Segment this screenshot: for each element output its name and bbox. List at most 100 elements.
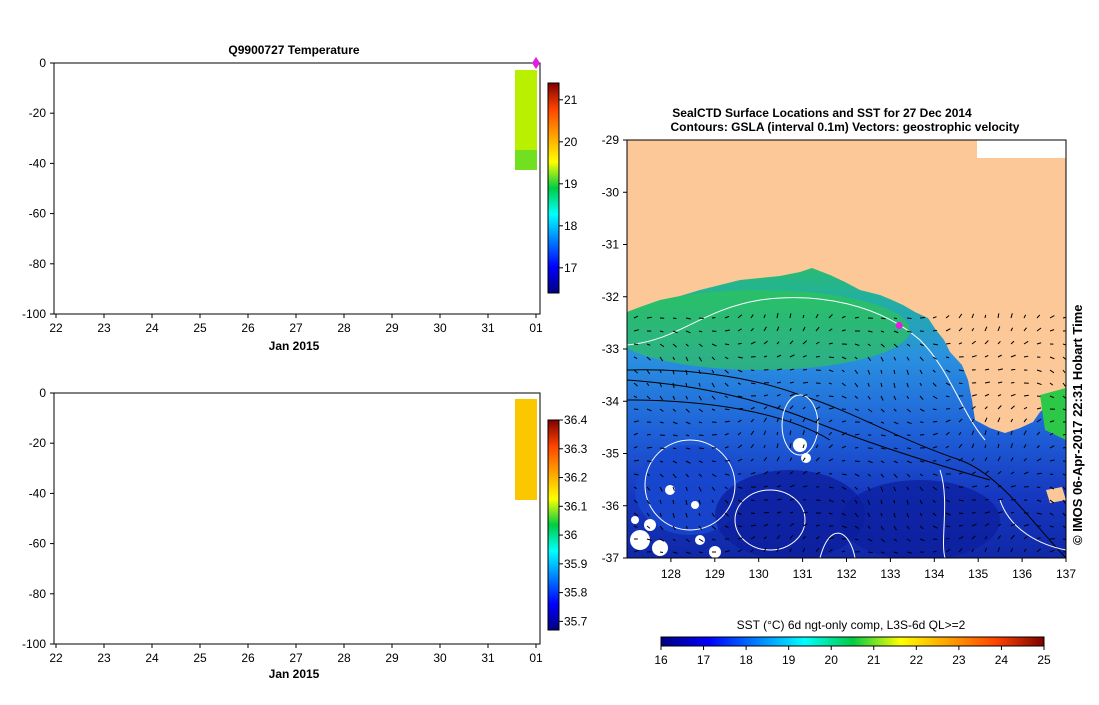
- y-tick-label: 0: [39, 386, 46, 400]
- lon-tick-label: 131: [793, 567, 813, 581]
- lat-tick-label: -36: [602, 499, 620, 513]
- x-tick-label: 29: [385, 321, 399, 335]
- y-tick-label: -40: [29, 486, 47, 500]
- velocity-arrow: [842, 460, 845, 461]
- velocity-arrow: [998, 432, 999, 435]
- x-tick-label: 27: [289, 651, 303, 665]
- colorbar-tick-label: 36.3: [564, 442, 588, 456]
- map-panel: SealCTD Surface Locations and SST for 27…: [602, 106, 1085, 667]
- sst-colorbar-label: SST (°C) 6d ngt-only comp, L3S-6d QL>=2: [737, 618, 966, 632]
- lat-tick-label: -29: [602, 133, 620, 147]
- y-tick-label: -80: [29, 257, 47, 271]
- colorbar-tick-label: 36.1: [564, 499, 588, 513]
- x-tick-label: 30: [433, 321, 447, 335]
- x-tick-label: 01: [529, 321, 543, 335]
- x-tick-label: 25: [193, 321, 207, 335]
- sst-colorbar-tick-label: 22: [910, 653, 924, 667]
- cold-eddy: [840, 480, 1000, 560]
- x-tick-label: 24: [145, 651, 159, 665]
- y-tick-label: 0: [39, 56, 46, 70]
- velocity-arrow: [959, 513, 963, 514]
- velocity-arrow: [686, 435, 689, 436]
- velocity-arrow: [985, 499, 988, 500]
- y-tick-label: -60: [29, 207, 47, 221]
- x-tick-label: 31: [481, 651, 495, 665]
- velocity-arrow: [751, 500, 755, 501]
- x-tick-label: 24: [145, 321, 159, 335]
- sst-colorbar-tick-label: 24: [995, 653, 1009, 667]
- salinity-colorbar: [548, 420, 559, 630]
- temperature-deep-layer: [515, 150, 537, 170]
- colorbar-tick-label: 36: [564, 528, 578, 542]
- lat-tick-label: -31: [602, 238, 620, 252]
- velocity-arrow: [894, 318, 897, 319]
- velocity-arrow: [907, 448, 911, 449]
- temperature-xlabel: Jan 2015: [269, 339, 320, 353]
- sst-colorbar: [661, 637, 1044, 646]
- sst-colorbar-tick-label: 20: [825, 653, 839, 667]
- colorbar-tick-label: 19: [564, 177, 578, 191]
- map-title-line2: Contours: GSLA (interval 0.1m) Vectors: …: [671, 120, 1020, 134]
- velocity-arrow: [660, 552, 663, 553]
- velocity-arrow: [1011, 512, 1014, 513]
- credit-text: © IMOS 06-Apr-2017 22:31 Hobart Time: [1070, 304, 1085, 545]
- velocity-arrow: [725, 460, 730, 461]
- velocity-arrow: [946, 526, 950, 527]
- velocity-arrow: [647, 434, 651, 435]
- velocity-arrow: [1037, 487, 1040, 488]
- velocity-arrow: [647, 461, 652, 462]
- velocity-arrow: [712, 461, 716, 462]
- colorbar-tick-label: 35.9: [564, 557, 588, 571]
- velocity-arrow: [738, 408, 743, 409]
- colorbar-tick-label: 35.7: [564, 614, 588, 628]
- y-tick-label: -100: [22, 307, 46, 321]
- velocity-arrow: [673, 448, 676, 449]
- sst-colorbar-tick-label: 17: [697, 653, 711, 667]
- velocity-arrow: [816, 356, 820, 357]
- velocity-arrow: [738, 343, 742, 344]
- lon-tick-label: 137: [1056, 567, 1076, 581]
- salinity-plot-frame: [54, 393, 540, 644]
- temperature-y-axis: 0-20-40-60-80-100: [22, 56, 54, 321]
- y-tick-label: -80: [29, 587, 47, 601]
- x-tick-label: 22: [49, 651, 63, 665]
- lat-tick-label: -37: [602, 551, 620, 565]
- lon-tick-label: 128: [661, 567, 681, 581]
- lon-tick-label: 130: [749, 567, 769, 581]
- y-tick-label: -20: [29, 106, 47, 120]
- velocity-arrow: [933, 421, 937, 422]
- lat-tick-label: -34: [602, 394, 620, 408]
- lon-tick-label: 135: [968, 567, 988, 581]
- velocity-arrow: [829, 357, 834, 358]
- velocity-arrow: [699, 448, 704, 449]
- lon-tick-label: 132: [836, 567, 856, 581]
- x-tick-label: 27: [289, 321, 303, 335]
- map-data-gap: [977, 140, 1066, 158]
- temperature-panel: Q9900727 Temperature 0-20-40-60-80-100 2…: [22, 43, 578, 353]
- x-tick-label: 26: [241, 321, 255, 335]
- x-tick-label: 23: [97, 651, 111, 665]
- x-tick-label: 26: [241, 651, 255, 665]
- colorbar-tick-label: 35.8: [564, 586, 588, 600]
- y-tick-label: -60: [29, 537, 47, 551]
- seal-marker: [532, 57, 540, 69]
- sst-colorbar-tick-label: 21: [867, 653, 881, 667]
- x-tick-label: 29: [385, 651, 399, 665]
- velocity-arrow: [829, 396, 834, 397]
- seal-location-marker: [896, 322, 903, 329]
- velocity-arrow: [946, 343, 950, 344]
- velocity-arrow: [803, 382, 808, 383]
- velocity-arrow: [712, 434, 717, 435]
- x-tick-label: 31: [481, 321, 495, 335]
- salinity-xlabel: Jan 2015: [269, 667, 320, 681]
- x-tick-label: 28: [337, 651, 351, 665]
- velocity-arrow: [647, 447, 652, 448]
- velocity-arrow: [816, 500, 821, 501]
- x-tick-label: 28: [337, 321, 351, 335]
